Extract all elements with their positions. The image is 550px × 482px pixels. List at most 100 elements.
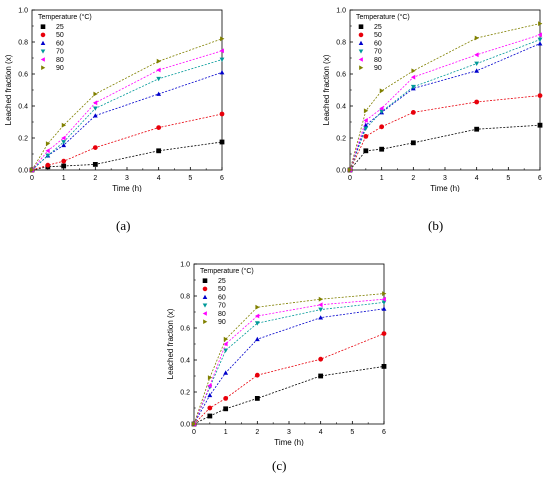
y-tick-label: 0.8 [180,294,190,301]
panel-label-c: (c) [272,458,287,473]
y-tick-label: 0.4 [180,358,190,365]
series-line [193,298,385,425]
data-point [537,93,543,98]
series-line [349,124,541,171]
y-tick-label: 0.6 [180,326,190,333]
data-point [363,108,369,114]
x-tick-label: 0 [192,429,196,436]
data-point [381,364,387,369]
y-axis-label: Leached fraction (x) [4,54,13,125]
data-point [538,21,543,26]
legend-entry-label: 25 [56,24,64,31]
y-tick-label: 0.8 [18,40,28,47]
x-tick-label: 1 [62,175,66,182]
x-tick-label: 3 [443,175,447,182]
legend-marker [202,294,208,299]
y-tick-label: 0.6 [336,72,346,79]
data-point [207,375,213,380]
data-point [379,88,385,94]
series-line [193,333,385,425]
series-line [31,72,223,171]
data-point [255,304,260,310]
y-tick-label: 0.4 [336,104,346,111]
series-line [193,366,385,425]
series-50 [191,331,387,427]
series-line [31,141,223,171]
legend-entry-label: 70 [218,303,226,310]
y-tick-label: 0.0 [336,168,346,175]
legend-marker [358,32,364,38]
y-tick-label: 0.6 [18,72,28,79]
panel-label-a: (a) [116,218,131,233]
data-point [219,111,225,117]
data-point [411,68,416,74]
data-point [318,302,323,308]
data-point [220,36,225,42]
data-point [92,113,98,118]
data-point [381,331,387,336]
legend-entry-label: 50 [56,32,64,39]
data-point [410,110,416,115]
data-point [254,396,260,401]
data-point [30,167,35,173]
series-line [193,308,385,425]
legend-entry-label: 60 [218,294,226,301]
series-60 [29,70,225,172]
data-point [156,91,162,96]
x-tick-label: 4 [475,175,479,182]
data-point [318,307,324,312]
chart-c: 0 1 2 3 4 5 6 0.0 0.2 0.4 0.6 0.8 1.0 Time (h) Leached… [166,262,387,446]
data-point [223,370,229,375]
x-tick-label: 2 [93,175,97,182]
y-tick-label: 0.2 [18,136,28,143]
x-tick-label: 1 [224,429,228,436]
data-point [156,58,162,64]
x-tick-label: 1 [380,175,384,182]
data-point [537,37,543,42]
series-line [349,34,541,171]
data-point [156,76,162,82]
x-tick-label: 5 [188,175,192,182]
data-point [474,126,480,132]
x-axis-label: Time (h) [274,438,304,446]
x-tick-label: 2 [255,429,259,436]
x-tick-label: 0 [348,175,352,182]
x-tick-label: 6 [220,175,224,182]
data-point [156,148,162,154]
data-point [348,167,353,173]
y-tick-label: 0.2 [180,390,190,397]
data-point [474,52,479,58]
legend-entry-label: 70 [374,49,382,56]
series-25 [347,122,543,173]
data-point [92,145,98,151]
series-line [31,59,223,171]
data-point [223,406,229,412]
data-point [363,122,369,128]
data-point [45,148,50,154]
legend-marker [202,278,208,283]
chart-a: 0 1 2 3 4 5 6 0.0 0.2 0.4 0.6 0.8 1.0 Time (h) Leached… [4,8,225,192]
legend-marker [358,57,363,62]
series-line [31,113,223,171]
data-point [363,118,368,123]
data-point [363,134,369,139]
data-point [382,291,387,296]
data-point [61,140,67,145]
legend-marker [40,24,46,29]
legend-entry-label: 90 [56,65,64,72]
legend-marker [40,57,45,62]
series-25 [191,364,387,427]
data-point [363,148,369,154]
legend-entry-label: 25 [218,278,226,285]
data-point [61,158,67,164]
data-point [207,383,212,388]
data-point [45,141,51,146]
legend-entry-label: 80 [374,57,382,64]
y-tick-label: 0.0 [180,422,190,429]
data-point [318,296,324,302]
legend-entry-label: 60 [56,40,64,47]
data-point [318,315,324,320]
data-point [45,162,51,168]
data-point [156,67,161,73]
legend-marker [358,40,364,45]
